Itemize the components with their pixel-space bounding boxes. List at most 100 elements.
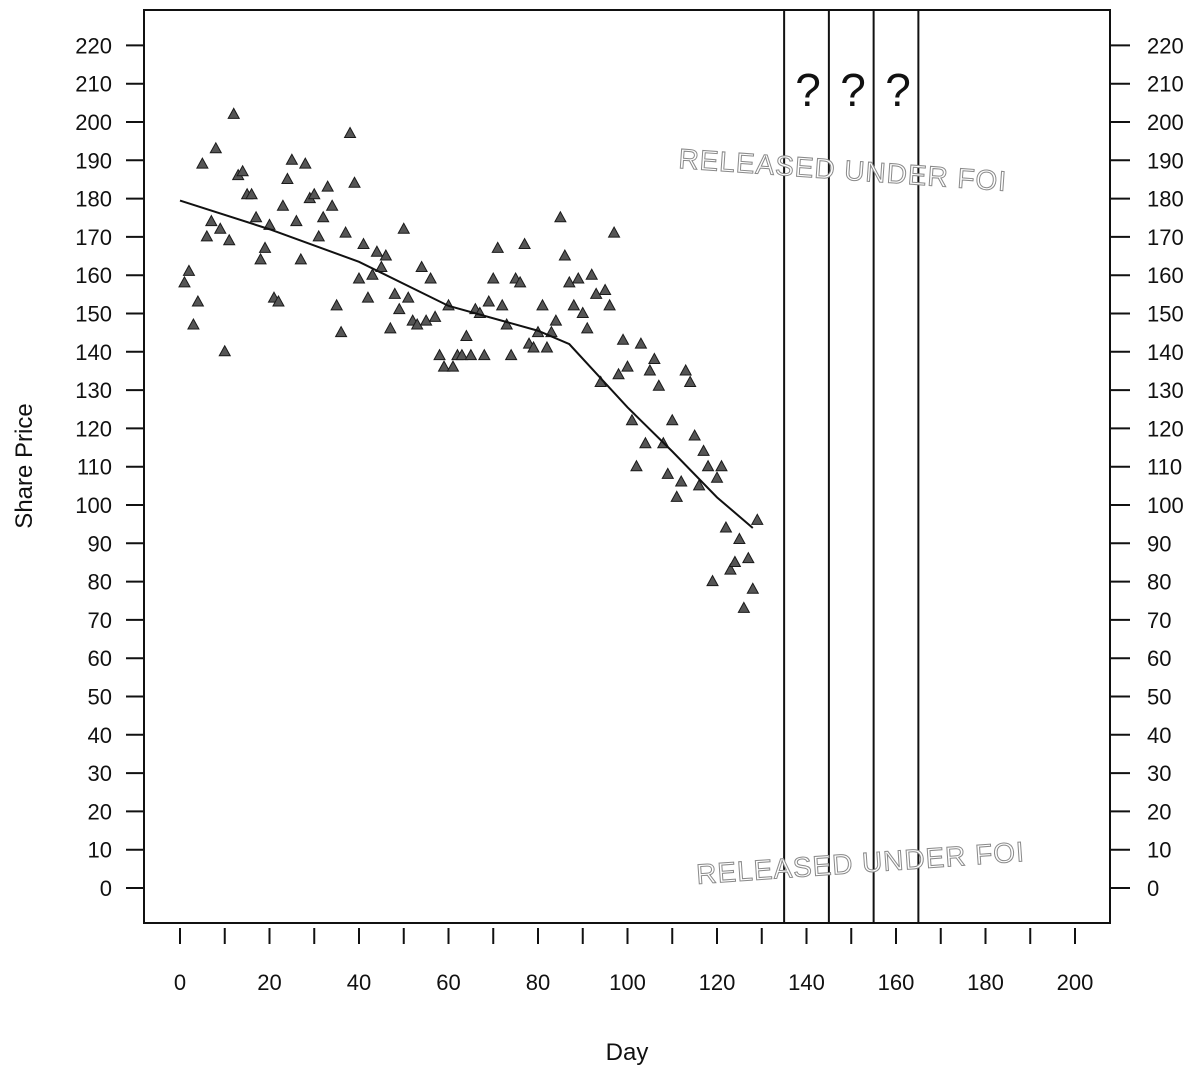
- plot-frame: [143, 9, 1111, 924]
- data-point: [737, 601, 751, 613]
- y-tick-label-left: 50: [88, 685, 112, 710]
- data-point: [321, 180, 335, 192]
- x-tick-label: 60: [436, 970, 460, 995]
- y-tick-label-left: 220: [75, 33, 112, 58]
- data-point: [419, 314, 433, 326]
- data-point: [477, 348, 491, 361]
- data-point: [388, 287, 402, 299]
- data-point: [603, 298, 616, 311]
- data-point: [750, 513, 764, 525]
- data-point: [674, 474, 688, 487]
- y-tick-label-right: 70: [1147, 608, 1171, 633]
- y-tick-label-left: 150: [75, 302, 112, 327]
- foi-stamp-top: RELEASED UNDER FOI: [678, 143, 1009, 197]
- data-point: [567, 298, 581, 311]
- data-point: [325, 199, 339, 211]
- data-point: [200, 229, 214, 242]
- x-tick-label: 140: [788, 970, 825, 995]
- data-point: [495, 298, 509, 311]
- data-point: [661, 467, 675, 479]
- data-point: [343, 126, 357, 138]
- data-point: [728, 555, 742, 567]
- data-point: [298, 157, 312, 169]
- y-tick-label-right: 50: [1147, 685, 1171, 710]
- y-tick-label-left: 110: [77, 455, 112, 480]
- y-tick-label-left: 80: [88, 570, 112, 595]
- y-tick-label-right: 130: [1147, 378, 1184, 403]
- data-point: [634, 337, 648, 349]
- data-point: [585, 268, 599, 280]
- data-point: [312, 229, 326, 242]
- data-point: [182, 264, 196, 276]
- y-tick-label-right: 30: [1147, 761, 1171, 786]
- y-tick-label-left: 0: [100, 876, 112, 901]
- data-point: [178, 275, 191, 288]
- trend-line: [179, 199, 754, 529]
- data-point: [571, 271, 585, 284]
- x-tick-label: 20: [257, 970, 281, 995]
- data-point: [746, 582, 760, 594]
- y-tick-label-right: 180: [1147, 187, 1184, 212]
- y-tick-label-right: 40: [1147, 723, 1171, 748]
- data-point: [616, 333, 630, 345]
- y-tick-label-right: 0: [1147, 876, 1159, 901]
- data-point: [464, 348, 478, 361]
- y-tick-label-left: 100: [75, 493, 112, 518]
- data-point: [491, 241, 505, 253]
- data-point: [424, 271, 437, 284]
- y-tick-label-left: 120: [75, 416, 112, 441]
- y-axis-left: 0 10 20 30 40 50 60 70 80 90 100 110 120 130 140 150 160…: [75, 33, 144, 901]
- data-point: [204, 214, 218, 227]
- data-point: [213, 222, 227, 234]
- data-point: [281, 172, 294, 184]
- y-tick-label-right: 110: [1147, 455, 1182, 480]
- data-point: [375, 260, 388, 273]
- y-tick-label-right: 80: [1147, 570, 1171, 595]
- data-point: [598, 283, 612, 296]
- data-point: [401, 291, 415, 303]
- data-point: [648, 352, 661, 364]
- data-point: [706, 574, 719, 587]
- data-point: [652, 379, 666, 391]
- data-point: [455, 348, 469, 361]
- y-tick-label-right: 10: [1147, 838, 1171, 863]
- data-point: [486, 271, 500, 284]
- data-point: [733, 532, 746, 544]
- y-tick-label-right: 160: [1147, 263, 1184, 288]
- y-tick-label-left: 20: [88, 799, 112, 824]
- data-point: [410, 317, 424, 330]
- y-tick-label-left: 30: [88, 761, 112, 786]
- y-tick-label-right: 150: [1147, 302, 1184, 327]
- data-point: [191, 294, 205, 307]
- foi-stamp-bottom: RELEASED UNDER FOI: [695, 836, 1026, 890]
- data-point: [540, 340, 554, 353]
- data-point: [580, 321, 594, 334]
- data-point: [187, 317, 200, 330]
- data-point: [392, 302, 406, 315]
- question-mark-2: ?: [840, 64, 866, 116]
- data-point: [428, 310, 442, 322]
- data-point: [670, 490, 684, 502]
- data-point: [630, 459, 643, 472]
- y-tick-label-left: 170: [75, 225, 112, 250]
- vertical-lines: [783, 10, 920, 923]
- y-tick-label-left: 70: [88, 608, 112, 633]
- data-point: [290, 214, 303, 227]
- data-point: [679, 363, 693, 376]
- y-tick-label-right: 20: [1147, 799, 1171, 824]
- data-point: [482, 294, 496, 307]
- y-tick-label-right: 60: [1147, 646, 1171, 671]
- data-point: [692, 478, 706, 491]
- data-point: [361, 291, 375, 303]
- data-point: [576, 306, 590, 318]
- x-tick-label: 200: [1057, 970, 1094, 995]
- y-tick-label-left: 190: [75, 148, 112, 173]
- data-point: [701, 459, 715, 472]
- data-point: [348, 176, 361, 188]
- data-point: [527, 340, 540, 353]
- data-point: [562, 275, 576, 288]
- data-points: [178, 107, 764, 613]
- data-point: [536, 298, 549, 311]
- data-point: [227, 107, 241, 119]
